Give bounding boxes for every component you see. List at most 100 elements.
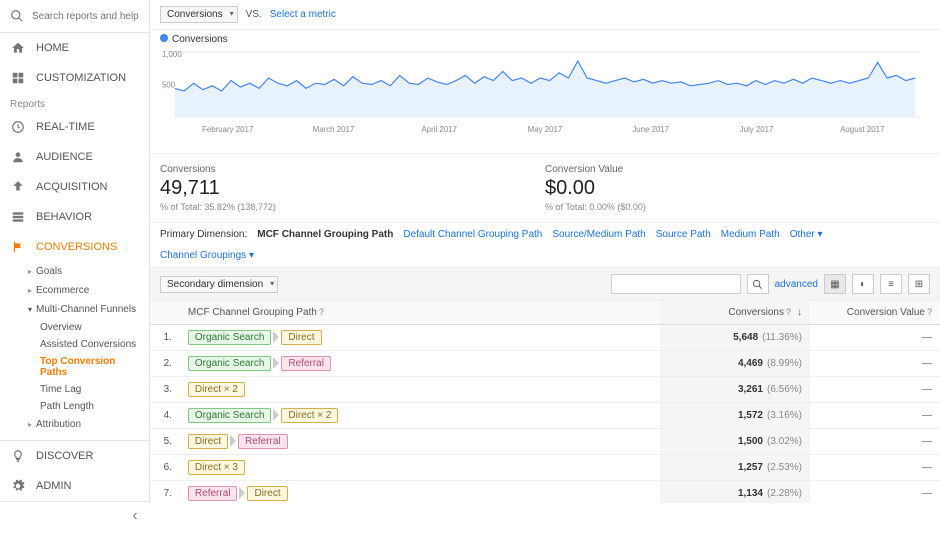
channel-chip: Direct — [281, 330, 321, 345]
row-value: — — [810, 325, 940, 351]
table-row[interactable]: 2.Organic SearchReferral4,469(8.99%)— — [150, 351, 940, 377]
nav-admin[interactable]: ADMIN — [0, 471, 149, 501]
row-index: 6. — [150, 455, 180, 481]
nav-admin-label: ADMIN — [36, 480, 71, 492]
chart-controls: Conversions VS. Select a metric — [150, 0, 940, 30]
legend-dot-icon — [160, 34, 168, 42]
sub-pathlen[interactable]: Path Length — [0, 398, 149, 415]
channel-chip: Direct × 3 — [188, 460, 245, 475]
nav-audience-label: AUDIENCE — [36, 151, 93, 163]
nav-customization[interactable]: CUSTOMIZATION — [0, 63, 149, 93]
nav-discover[interactable]: DISCOVER — [0, 440, 149, 471]
dim-link[interactable]: Medium Path — [721, 229, 780, 240]
chevron-right-icon — [273, 331, 279, 343]
sub-assisted[interactable]: Assisted Conversions — [0, 336, 149, 353]
row-conversions: 3,261(6.56%) — [660, 377, 810, 403]
secondary-dimension[interactable]: Secondary dimension — [160, 276, 278, 293]
help-icon: ? — [319, 307, 324, 317]
row-path: ReferralDirect — [180, 481, 660, 504]
col-path[interactable]: MCF Channel Grouping Path? — [180, 301, 660, 325]
table-row[interactable]: 4.Organic SearchDirect × 21,572(3.16%)— — [150, 403, 940, 429]
sub-timelag[interactable]: Time Lag — [0, 381, 149, 398]
row-index: 2. — [150, 351, 180, 377]
table-search-input[interactable] — [611, 274, 741, 294]
nav-customization-label: CUSTOMIZATION — [36, 72, 126, 84]
svg-text:July 2017: July 2017 — [740, 125, 774, 134]
nav-home[interactable]: HOME — [0, 33, 149, 63]
select-metric-link[interactable]: Select a metric — [270, 9, 336, 20]
dim-link[interactable]: Other ▾ — [790, 229, 823, 240]
paths-table: MCF Channel Grouping Path? Conversions?↓… — [150, 301, 940, 503]
metric-conversions: Conversions 49,711 % of Total: 35.82% (1… — [160, 164, 545, 212]
metric-selector[interactable]: Conversions — [160, 6, 238, 23]
table-row[interactable]: 7.ReferralDirect1,134(2.28%)— — [150, 481, 940, 504]
row-conversions: 1,572(3.16%) — [660, 403, 810, 429]
gear-icon — [10, 478, 26, 494]
col-conversions[interactable]: Conversions?↓ — [660, 301, 810, 325]
nav-realtime-label: REAL-TIME — [36, 121, 95, 133]
row-index: 1. — [150, 325, 180, 351]
row-path: Direct × 2 — [180, 377, 660, 403]
nav-behavior[interactable]: BEHAVIOR — [0, 202, 149, 232]
chevron-right-icon — [239, 487, 245, 499]
metrics-row: Conversions 49,711 % of Total: 35.82% (1… — [150, 153, 940, 223]
sub-mcf[interactable]: ▾Multi-Channel Funnels — [0, 300, 149, 319]
sub-ecommerce[interactable]: ▸Ecommerce — [0, 281, 149, 300]
clock-icon — [10, 119, 26, 135]
view-pivot-icon[interactable]: ⊞ — [908, 274, 930, 294]
col-value[interactable]: Conversion Value? — [810, 301, 940, 325]
channel-chip: Referral — [238, 434, 288, 449]
row-conversions: 1,134(2.28%) — [660, 481, 810, 504]
row-value: — — [810, 351, 940, 377]
channel-groupings-link[interactable]: Channel Groupings ▾ — [160, 250, 254, 261]
main-content: Conversions VS. Select a metric Conversi… — [150, 0, 940, 503]
channel-chip: Direct × 2 — [188, 382, 245, 397]
table-row[interactable]: 3.Direct × 23,261(6.56%)— — [150, 377, 940, 403]
advanced-link[interactable]: advanced — [775, 279, 818, 290]
table-search-button[interactable] — [747, 274, 769, 294]
dim-link[interactable]: Default Channel Grouping Path — [403, 229, 542, 240]
metric-conversions-label: Conversions — [160, 164, 545, 175]
view-performance-icon[interactable]: ≡ — [880, 274, 902, 294]
nav-realtime[interactable]: REAL-TIME — [0, 112, 149, 142]
collapse-sidebar[interactable] — [0, 501, 149, 533]
channel-chip: Direct × 2 — [281, 408, 338, 423]
table-row[interactable]: 1.Organic SearchDirect5,648(11.36%)— — [150, 325, 940, 351]
sidebar: HOME CUSTOMIZATION Reports REAL-TIME AUD… — [0, 0, 150, 503]
view-table-icon[interactable]: ▦ — [824, 274, 846, 294]
sort-desc-icon: ↓ — [797, 307, 802, 318]
search-input[interactable] — [32, 11, 139, 22]
bulb-icon — [10, 448, 26, 464]
row-value: — — [810, 377, 940, 403]
row-value: — — [810, 481, 940, 504]
metric-conversions-value: 49,711 — [160, 177, 545, 200]
conversions-chart: 1,000500February 2017March 2017April 201… — [160, 47, 930, 142]
home-icon — [10, 40, 26, 56]
svg-text:August 2017: August 2017 — [840, 125, 885, 134]
reports-label: Reports — [0, 93, 149, 112]
nav-acquisition[interactable]: ACQUISITION — [0, 172, 149, 202]
svg-text:500: 500 — [162, 80, 176, 89]
row-conversions: 1,500(3.02%) — [660, 429, 810, 455]
table-row[interactable]: 5.DirectReferral1,500(3.02%)— — [150, 429, 940, 455]
sub-attribution[interactable]: ▸Attribution — [0, 415, 149, 434]
dim-link[interactable]: Source Path — [656, 229, 711, 240]
chart-area: Conversions 1,000500February 2017March 2… — [150, 30, 940, 153]
sub-goals[interactable]: ▸Goals — [0, 262, 149, 281]
svg-text:March 2017: March 2017 — [313, 125, 355, 134]
view-percent-icon[interactable]: ◐ — [852, 274, 874, 294]
help-icon: ? — [786, 307, 791, 317]
nav-conversions[interactable]: CONVERSIONS — [0, 232, 149, 262]
chart-legend: Conversions — [160, 34, 930, 45]
sub-overview[interactable]: Overview — [0, 319, 149, 336]
chevron-right-icon — [230, 435, 236, 447]
nav-audience[interactable]: AUDIENCE — [0, 142, 149, 172]
search-bar[interactable] — [0, 0, 149, 33]
metric-value-sub: % of Total: 0.00% ($0.00) — [545, 202, 930, 212]
vs-label: VS. — [246, 9, 262, 20]
nav-conversions-label: CONVERSIONS — [36, 241, 117, 253]
table-row[interactable]: 6.Direct × 31,257(2.53%)— — [150, 455, 940, 481]
sub-topconv[interactable]: Top Conversion Paths — [0, 353, 149, 381]
metric-value-label: Conversion Value — [545, 164, 930, 175]
dim-link[interactable]: Source/Medium Path — [552, 229, 645, 240]
